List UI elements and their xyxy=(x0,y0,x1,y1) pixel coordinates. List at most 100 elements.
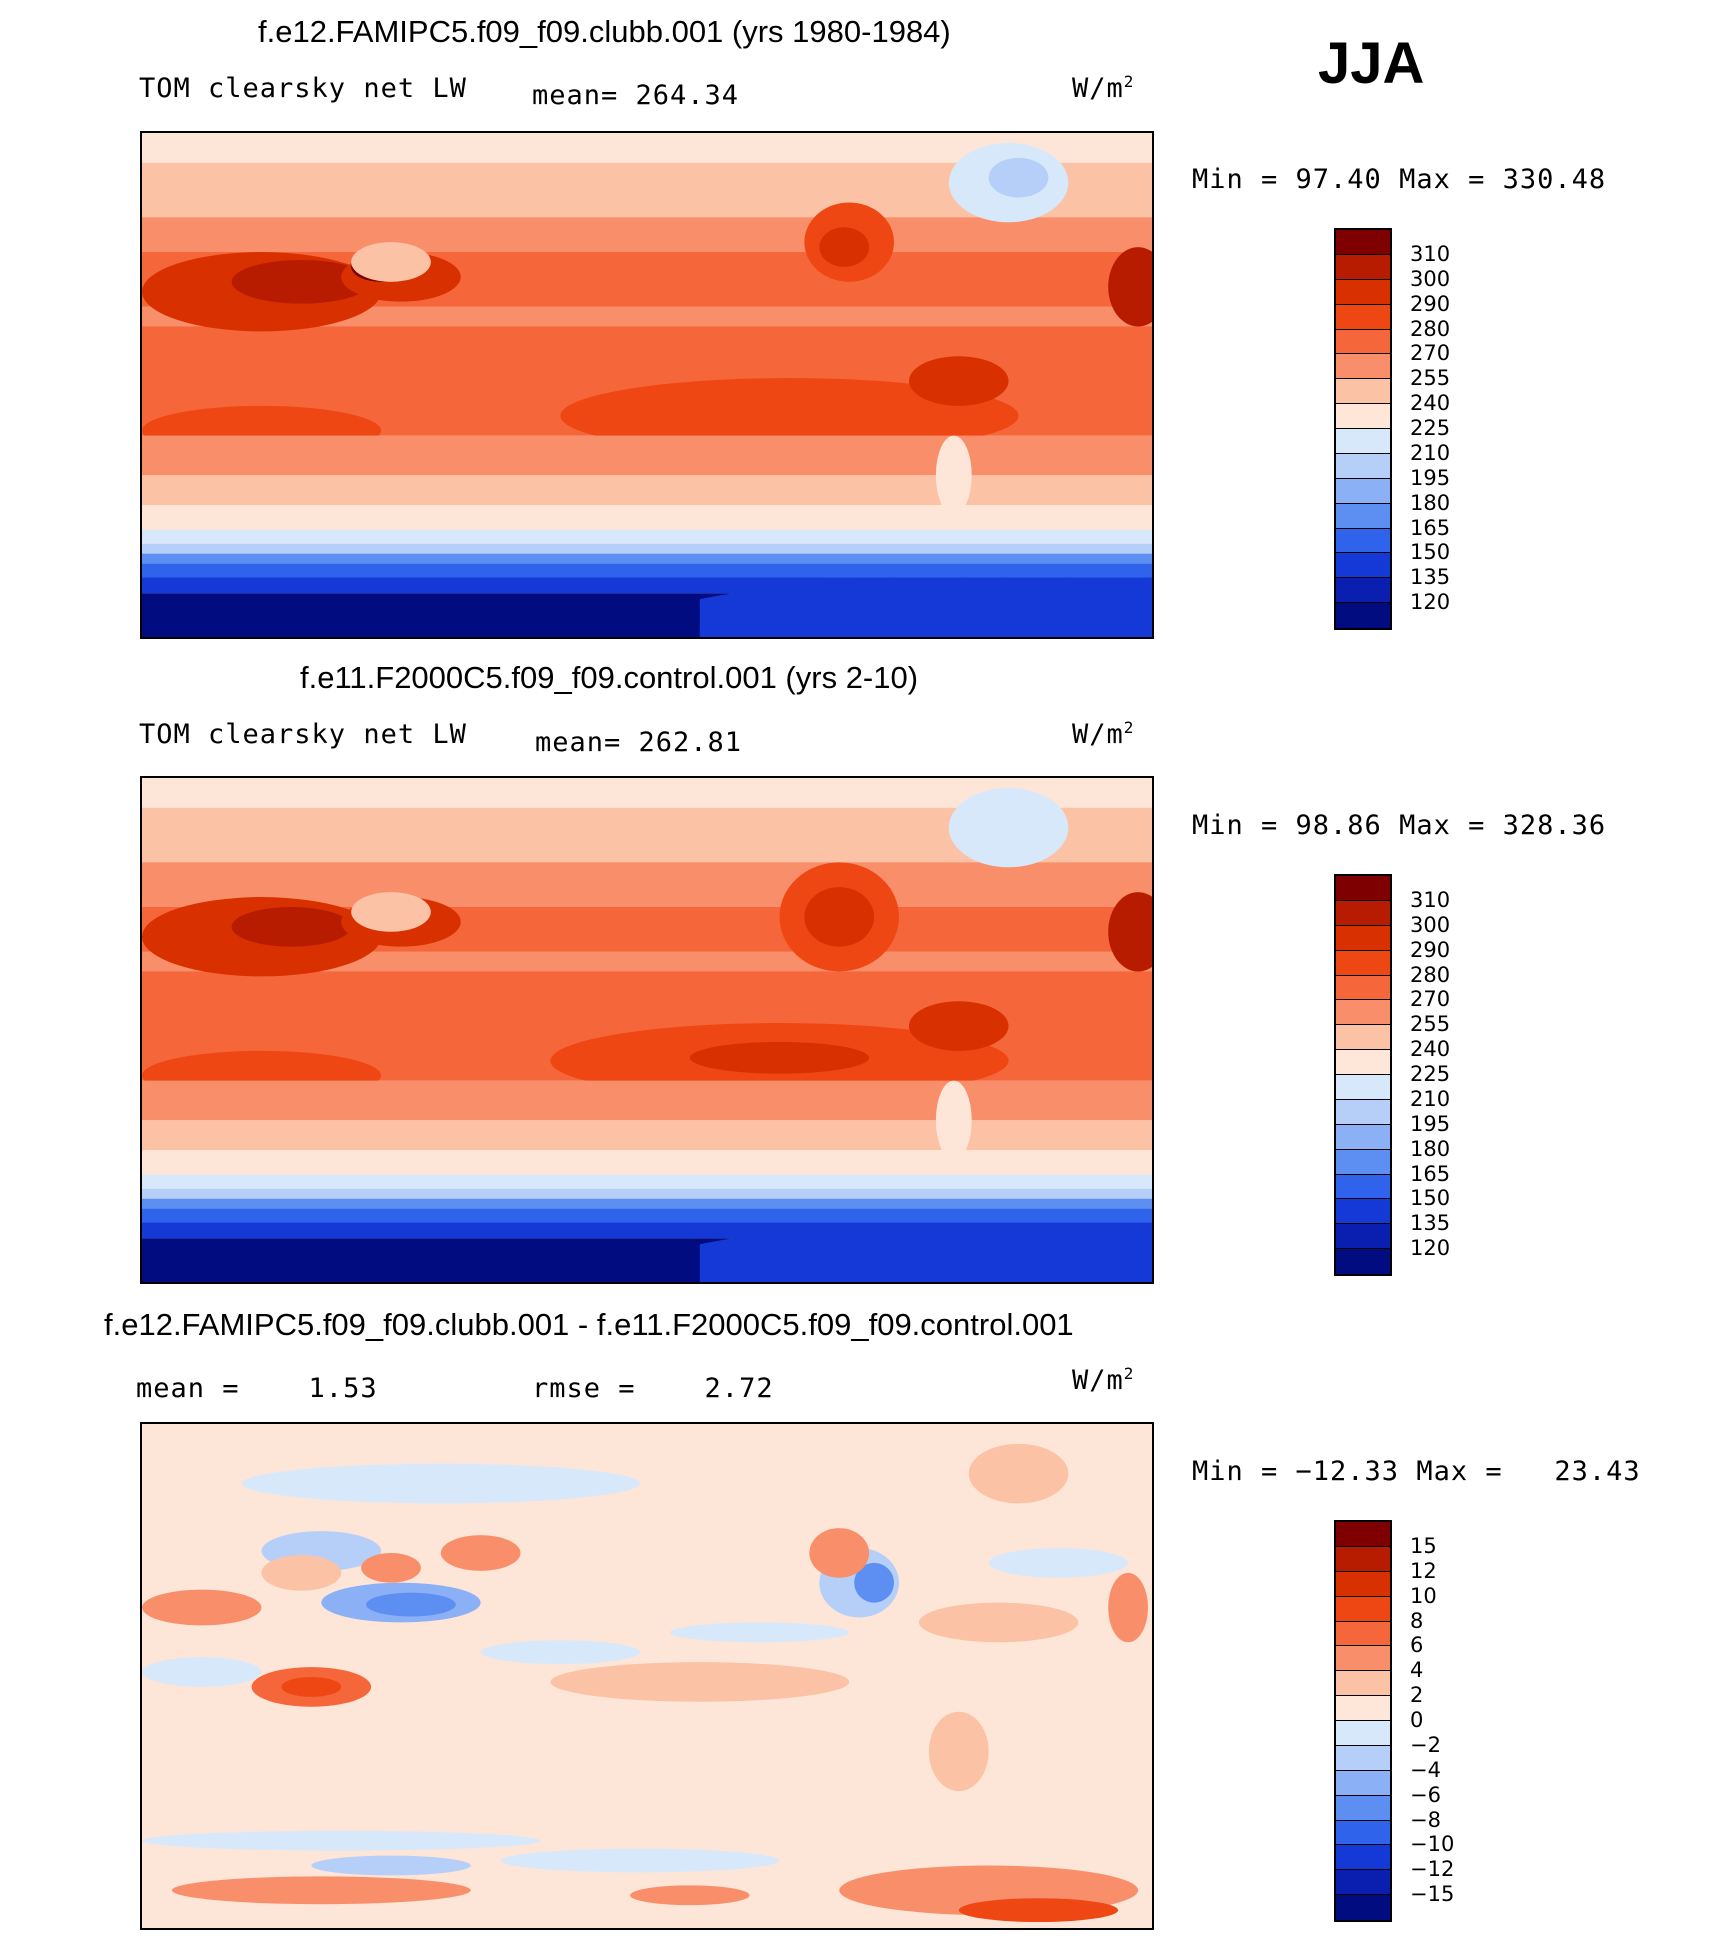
colorbar-tick-label: 290 xyxy=(1410,937,1451,962)
colorbar-swatch xyxy=(1336,1546,1390,1572)
panel2-map xyxy=(140,776,1154,1284)
panel3-colorbar xyxy=(1334,1520,1392,1922)
colorbar-swatch xyxy=(1336,876,1390,901)
colorbar-tick-label: 12 xyxy=(1410,1558,1437,1583)
colorbar-swatch xyxy=(1336,950,1390,976)
colorbar-swatch xyxy=(1336,1199,1390,1225)
colorbar-tick-label: 0 xyxy=(1410,1708,1424,1732)
colorbar-tick-label: 310 xyxy=(1410,887,1451,912)
colorbar-swatch xyxy=(1336,1075,1390,1100)
colorbar-swatch xyxy=(1336,553,1390,579)
colorbar-swatch xyxy=(1336,1845,1390,1871)
season-label: JJA xyxy=(1318,31,1425,96)
colorbar-tick-label: 165 xyxy=(1410,515,1451,540)
panel1-minmax: Min = 97.40 Max = 330.48 xyxy=(1192,164,1607,195)
colorbar-swatch xyxy=(1336,975,1390,1001)
colorbar-tick-label: 240 xyxy=(1410,391,1451,416)
colorbar-tick-label: 4 xyxy=(1410,1658,1424,1683)
colorbar-swatch xyxy=(1336,1770,1390,1796)
colorbar-swatch xyxy=(1336,1025,1390,1051)
colorbar-swatch xyxy=(1336,1745,1390,1771)
panel3-units: W/m2 xyxy=(1072,1364,1135,1396)
colorbar-swatch xyxy=(1336,304,1390,330)
colorbar-tick-label: 290 xyxy=(1410,291,1451,316)
panel2-mean: mean= 262.81 xyxy=(535,727,743,758)
panel1-units: W/m2 xyxy=(1072,72,1135,104)
colorbar-tick-label: −12 xyxy=(1410,1857,1455,1882)
panel2-minmax: Min = 98.86 Max = 328.36 xyxy=(1192,810,1607,841)
colorbar-swatch xyxy=(1336,1000,1390,1026)
colorbar-tick-label: 8 xyxy=(1410,1608,1424,1633)
colorbar-tick-label: −6 xyxy=(1410,1782,1441,1807)
panel1-title: f.e12.FAMIPC5.f09_f09.clubb.001 (yrs 198… xyxy=(258,14,951,49)
colorbar-swatch xyxy=(1336,1646,1390,1672)
panel3-title: f.e12.FAMIPC5.f09_f09.clubb.001 - f.e11.… xyxy=(104,1307,1074,1342)
colorbar-swatch xyxy=(1336,279,1390,305)
colorbar-tick-label: −10 xyxy=(1410,1832,1455,1857)
colorbar-swatch xyxy=(1336,1249,1390,1274)
colorbar-swatch xyxy=(1336,925,1390,951)
colorbar-swatch xyxy=(1336,1721,1390,1746)
colorbar-swatch xyxy=(1336,1124,1390,1150)
colorbar-swatch xyxy=(1336,603,1390,628)
colorbar-swatch xyxy=(1336,1099,1390,1125)
colorbar-tick-label: 15 xyxy=(1410,1533,1437,1558)
panel1-map-field xyxy=(142,133,1152,637)
panel2-units: W/m2 xyxy=(1072,718,1135,750)
colorbar-tick-label: −2 xyxy=(1410,1732,1441,1757)
colorbar-tick-label: 300 xyxy=(1410,266,1451,291)
colorbar-tick-label: 300 xyxy=(1410,912,1451,937)
colorbar-tick-label: 310 xyxy=(1410,241,1451,266)
colorbar-swatch xyxy=(1336,1671,1390,1697)
panel1-map xyxy=(140,131,1154,639)
colorbar-swatch xyxy=(1336,1870,1390,1896)
colorbar-tick-label: 2 xyxy=(1410,1683,1424,1708)
colorbar-tick-label: 195 xyxy=(1410,1111,1451,1136)
panel1-variable: TOM clearsky net LW xyxy=(139,73,467,104)
colorbar-swatch xyxy=(1336,354,1390,380)
panel3-minmax: Min = −12.33 Max = 23.43 xyxy=(1192,1456,1641,1487)
colorbar-tick-label: 10 xyxy=(1410,1583,1437,1608)
colorbar-swatch xyxy=(1336,478,1390,504)
colorbar-swatch xyxy=(1336,503,1390,529)
colorbar-swatch xyxy=(1336,453,1390,479)
colorbar-swatch xyxy=(1336,1596,1390,1622)
colorbar-swatch xyxy=(1336,1795,1390,1821)
colorbar-swatch xyxy=(1336,379,1390,405)
colorbar-tick-label: 165 xyxy=(1410,1161,1451,1186)
colorbar-swatch xyxy=(1336,1696,1390,1721)
colorbar-tick-label: 280 xyxy=(1410,962,1451,987)
colorbar-swatch xyxy=(1336,900,1390,926)
colorbar-tick-label: 150 xyxy=(1410,1186,1451,1211)
colorbar-tick-label: 210 xyxy=(1410,1086,1451,1111)
colorbar-swatch xyxy=(1336,1050,1390,1075)
panel2-title: f.e11.F2000C5.f09_f09.control.001 (yrs 2… xyxy=(300,660,919,695)
panel1-mean: mean= 264.34 xyxy=(532,80,740,111)
panel3-map-field xyxy=(142,1424,1152,1928)
colorbar-tick-label: 120 xyxy=(1410,1236,1451,1261)
colorbar-swatch xyxy=(1336,329,1390,355)
colorbar-swatch xyxy=(1336,578,1390,604)
colorbar-tick-label: 180 xyxy=(1410,1136,1451,1161)
colorbar-swatch xyxy=(1336,1621,1390,1647)
colorbar-tick-label: 135 xyxy=(1410,565,1451,590)
colorbar-tick-label: 6 xyxy=(1410,1633,1424,1658)
panel2-colorbar-segments xyxy=(1336,876,1390,1274)
colorbar-tick-label: −4 xyxy=(1410,1757,1441,1782)
panel1-colorbar-segments xyxy=(1336,230,1390,628)
colorbar-tick-label: 280 xyxy=(1410,316,1451,341)
colorbar-swatch xyxy=(1336,1522,1390,1547)
colorbar-tick-label: 255 xyxy=(1410,1012,1451,1037)
colorbar-tick-label: 120 xyxy=(1410,590,1451,615)
colorbar-tick-label: 225 xyxy=(1410,416,1451,440)
colorbar-swatch xyxy=(1336,1820,1390,1846)
colorbar-tick-label: 195 xyxy=(1410,465,1451,490)
colorbar-swatch xyxy=(1336,528,1390,554)
colorbar-tick-label: 225 xyxy=(1410,1062,1451,1086)
colorbar-tick-label: 135 xyxy=(1410,1211,1451,1236)
colorbar-swatch xyxy=(1336,230,1390,255)
colorbar-swatch xyxy=(1336,404,1390,429)
panel2-map-field xyxy=(142,778,1152,1282)
colorbar-swatch xyxy=(1336,1174,1390,1200)
colorbar-tick-label: 210 xyxy=(1410,440,1451,465)
